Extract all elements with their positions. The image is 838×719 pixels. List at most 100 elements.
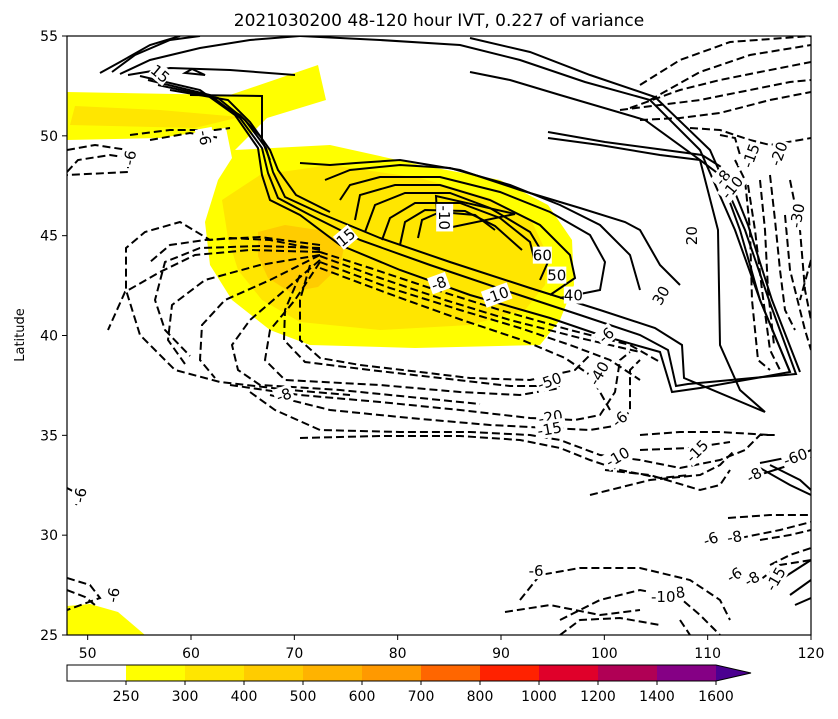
contour-label: -6: [721, 562, 747, 587]
x-tick-label: 110: [694, 646, 721, 662]
contour-label: -10: [649, 588, 677, 606]
contour-label-halo: [194, 126, 215, 149]
contour-label-text: -6: [529, 562, 544, 580]
contour-label-halo: [147, 60, 174, 87]
contour-label: -6: [606, 406, 633, 432]
x-tick-label: 60: [182, 646, 200, 662]
contour-label-halo: [765, 137, 792, 170]
contour-label-halo: [698, 527, 723, 550]
contour-label-text: -10: [435, 205, 453, 230]
contour-label: -8: [739, 566, 765, 591]
colorbar-segment: [657, 665, 716, 681]
contour-label: 30: [649, 283, 674, 309]
contour-label-halo: [648, 282, 673, 308]
contour-label-halo: [721, 562, 747, 587]
x-axis: 50 60 70 80 90 100 110 120: [79, 635, 824, 662]
colorbar-tick-label: 300: [172, 689, 199, 705]
contour-label: -6: [194, 126, 215, 149]
contour-label-halo: [761, 562, 790, 596]
colorbar-segment: [539, 665, 598, 681]
contour-label-text: -6: [608, 408, 631, 431]
ivt-shading: [67, 65, 574, 635]
x-tick-label: 100: [591, 646, 618, 662]
colorbar-tick-label: 800: [467, 689, 494, 705]
colorbar-segment: [303, 665, 362, 681]
colorbar-tick-label: 1400: [639, 689, 675, 705]
contour-label: -15: [761, 562, 790, 596]
y-tick-label: 25: [40, 628, 58, 644]
contour-label-text: -8: [741, 568, 763, 591]
colorbar-segment: [598, 665, 657, 681]
contour-label: 20: [683, 226, 701, 245]
contour-label-text: -8: [274, 384, 294, 406]
contour-label-halo: [534, 418, 565, 440]
contour-label: -50: [533, 368, 566, 394]
contour-label-text: -15: [536, 418, 563, 440]
contour-label-text: -8: [429, 273, 449, 295]
chart-title: 2021030200 48-120 hour IVT, 0.227 of var…: [234, 11, 644, 31]
colorbar-tick-label: 1200: [580, 689, 616, 705]
contour-label-halo: [779, 444, 811, 470]
contour-label-halo: [681, 435, 713, 467]
contour-label: -8: [741, 462, 767, 487]
contour-label-halo: [547, 266, 567, 284]
colorbar-segment: [421, 665, 480, 681]
contour-label: -6: [102, 584, 124, 606]
colorbar-tick-label: 500: [290, 689, 317, 705]
colorbar-tick-label: 600: [349, 689, 376, 705]
x-tick-label: 80: [389, 646, 407, 662]
colorbar-segment: [244, 665, 303, 681]
contour-label-halo: [786, 200, 808, 231]
contour-label-halo: [271, 383, 296, 407]
contour-label-halo: [102, 584, 124, 606]
contour-label-halo: [606, 406, 633, 432]
colorbar-tick-label: 1600: [698, 689, 734, 705]
colorbar-segment: [185, 665, 244, 681]
colorbar-tick-label: 1000: [521, 689, 557, 705]
contour-label-halo: [436, 203, 454, 232]
contour-label: -6: [593, 322, 619, 348]
x-tick-label: 50: [79, 646, 97, 662]
contour-label: -8: [426, 271, 451, 295]
y-tick-label: 50: [40, 129, 58, 145]
contour-label: -30: [786, 200, 809, 231]
contour-label-text: 60: [533, 247, 552, 265]
y-tick-label: 30: [40, 528, 58, 544]
contour-label: -20: [765, 137, 792, 170]
contour-label-text: -8: [726, 527, 744, 547]
contour-label: -8: [271, 383, 296, 407]
contour-label-text: -6: [120, 149, 140, 167]
contour-label: -10: [601, 442, 634, 471]
contour-label-halo: [741, 462, 767, 487]
contour-label: -60: [779, 444, 811, 470]
contour-label-halo: [533, 368, 566, 394]
contour-label: 40: [563, 286, 583, 305]
y-tick-label: 55: [40, 29, 58, 45]
contour-label: -15: [737, 139, 764, 172]
contour-label-halo: [332, 224, 359, 250]
contour-label-text: -40: [585, 358, 613, 388]
contour-label-halo: [649, 588, 677, 606]
contour-label-text: 20: [683, 226, 701, 245]
y-tick-label: 45: [40, 229, 58, 245]
shading-400-band: [70, 106, 240, 128]
shading-300-band-southwest: [67, 604, 145, 635]
y-axis: 25 30 35 40 45 50 55: [40, 29, 67, 644]
contour-label-text: -30: [787, 202, 809, 229]
contour-label-text: -10: [651, 588, 676, 606]
contour-label-halo: [119, 146, 140, 169]
y-axis-label: Latitude: [13, 308, 28, 362]
colorbar-tick-label: 700: [408, 689, 435, 705]
contour-label-halo: [683, 226, 701, 246]
contour-label-text: -10: [603, 443, 633, 471]
contour-label-halo: [563, 286, 583, 304]
contour-label: -40: [584, 357, 613, 390]
contour-label: -15: [534, 418, 565, 440]
x-tick-label: 90: [492, 646, 510, 662]
contour-label: -6: [69, 484, 91, 506]
y-tick-label: 35: [40, 428, 58, 444]
x-tick-label: 70: [285, 646, 303, 662]
contour-label-halo: [426, 271, 451, 295]
